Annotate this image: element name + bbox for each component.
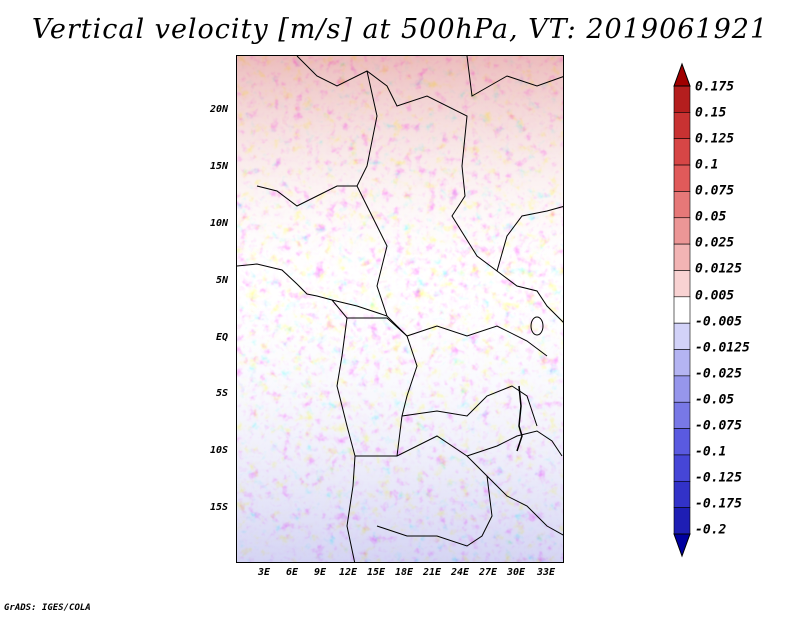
- colorbar-label: -0.125: [695, 470, 742, 486]
- colorbar-segment: [673, 85, 691, 113]
- colorbar-segment: [673, 480, 691, 508]
- colorbar-label: -0.025: [695, 366, 742, 382]
- colorbar-label: 0.0125: [695, 261, 742, 277]
- colorbar-label: -0.05: [695, 392, 735, 408]
- colorbar-segment: [673, 375, 691, 403]
- lat-label: 5S: [215, 388, 228, 399]
- colorbar-segment: [673, 322, 691, 350]
- lat-label: 10N: [209, 218, 228, 229]
- lon-label: 12E: [338, 567, 358, 578]
- colorbar-segment: [673, 454, 691, 482]
- colorbar-segment: [673, 243, 691, 271]
- map-title: Vertical velocity [m/s] at 500hPa, VT: 2…: [31, 14, 769, 45]
- colorbar-segment: [673, 138, 691, 166]
- lat-label: EQ: [215, 332, 228, 343]
- colorbar-segment: [673, 217, 691, 245]
- lon-label: 3E: [257, 567, 271, 578]
- lon-label: 27E: [478, 567, 498, 578]
- lon-label: 21E: [422, 567, 442, 578]
- colorbar-label: -0.075: [695, 418, 742, 434]
- colorbar-label: -0.1: [695, 444, 727, 460]
- lake-victoria: [530, 316, 544, 336]
- colorbar-label: 0.005: [695, 288, 735, 304]
- lon-label: 9E: [313, 567, 327, 578]
- lat-label: 10S: [209, 445, 228, 456]
- colorbar-segment: [673, 296, 691, 324]
- colorbar-label: -0.2: [695, 522, 727, 538]
- velocity-map-panel: [236, 55, 564, 563]
- colorbar-segment: [673, 507, 691, 535]
- colorbar-label: -0.175: [695, 496, 742, 512]
- field-tint: [237, 56, 563, 562]
- colorbar-label: 0.1: [695, 157, 719, 173]
- colorbar-label: 0.125: [695, 131, 735, 147]
- country-borders: [237, 56, 563, 562]
- colorbar-segment: [673, 270, 691, 298]
- colorbar-segment: [673, 349, 691, 377]
- colorbar-segment: [673, 428, 691, 456]
- colorbar-segment: [673, 164, 691, 192]
- lon-label: 30E: [506, 567, 526, 578]
- colorbar-segments: [673, 85, 691, 535]
- lat-label: 15S: [209, 502, 228, 513]
- lon-label: 24E: [450, 567, 470, 578]
- lat-label: 15N: [209, 161, 228, 172]
- colorbar-label: -0.0125: [695, 340, 750, 356]
- colorbar-label: 0.025: [695, 235, 735, 251]
- velocity-field: [237, 56, 563, 562]
- lon-label: 15E: [366, 567, 386, 578]
- colorbar-top-arrow: [673, 62, 691, 87]
- colorbar-label: 0.175: [695, 79, 735, 95]
- credit-text: GrADS: IGES/COLA: [4, 603, 91, 613]
- lat-label: 5N: [215, 275, 228, 286]
- colorbar-label: 0.075: [695, 183, 735, 199]
- colorbar-label: -0.005: [695, 314, 742, 330]
- lat-label: 20N: [209, 104, 228, 115]
- lon-label: 18E: [394, 567, 414, 578]
- colorbar-segment: [673, 112, 691, 140]
- colorbar-segment: [673, 191, 691, 219]
- colorbar-bottom-arrow: [673, 533, 691, 558]
- lon-label: 6E: [285, 567, 299, 578]
- colorbar-label: 0.05: [695, 209, 727, 225]
- colorbar: [673, 62, 691, 558]
- colorbar-label: 0.15: [695, 105, 727, 121]
- colorbar-segment: [673, 401, 691, 429]
- lon-label: 33E: [536, 567, 556, 578]
